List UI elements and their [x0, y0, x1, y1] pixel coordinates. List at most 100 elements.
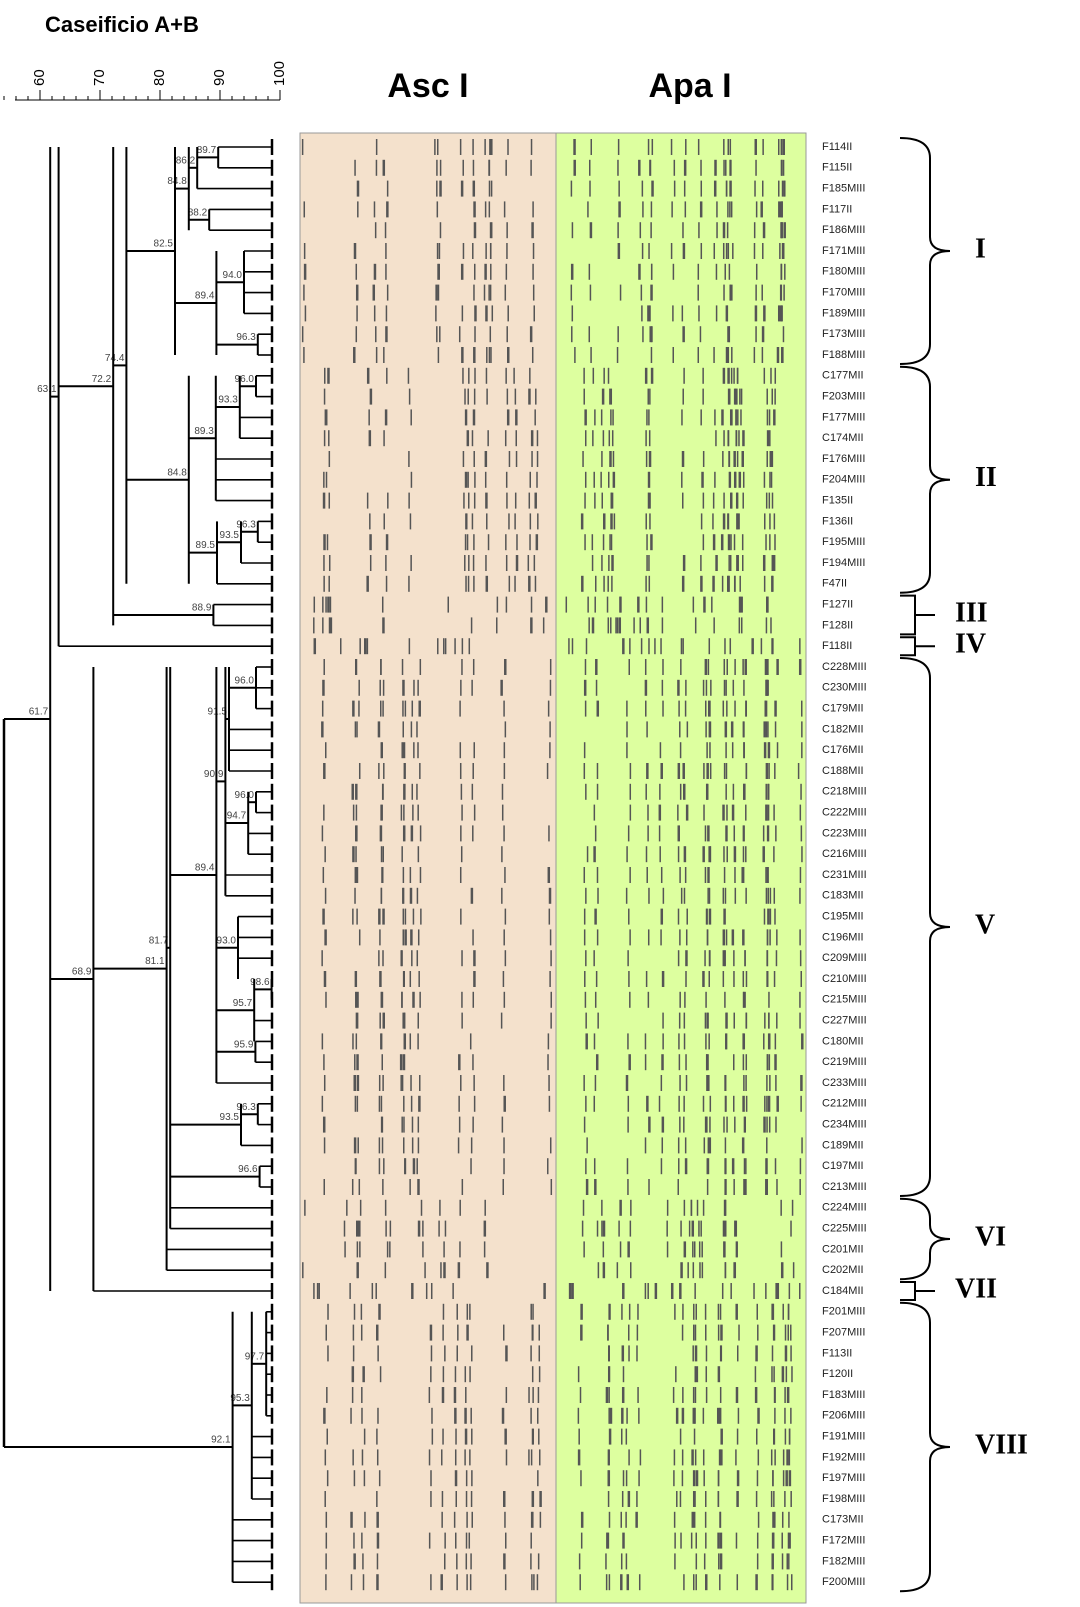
- cluster-label: I: [975, 233, 986, 264]
- node-label: 96.3: [236, 332, 256, 343]
- strain-label: C228MIII: [822, 661, 867, 673]
- strain-label: C177MII: [822, 370, 864, 382]
- strain-label: F195MIII: [822, 536, 865, 548]
- strain-label: F173MIII: [822, 328, 865, 340]
- strain-label: C184MII: [822, 1285, 864, 1297]
- node-label: 94.7: [227, 811, 247, 822]
- strain-label: F135II: [822, 495, 853, 507]
- node-label: 96.0: [235, 374, 255, 385]
- strain-label: C209MIII: [822, 952, 867, 964]
- node-label: 84.8: [167, 176, 187, 187]
- strain-label: F204MIII: [822, 474, 865, 486]
- column-header: Apa I: [648, 67, 731, 105]
- cluster-label: III: [955, 597, 988, 628]
- strain-label: C224MIII: [822, 1202, 867, 1214]
- node-label: 68.9: [72, 967, 92, 978]
- strain-label: C179MII: [822, 703, 864, 715]
- node-label: 95.7: [233, 998, 253, 1009]
- strain-label: F171MIII: [822, 245, 865, 257]
- strain-label: C210MIII: [822, 973, 867, 985]
- strain-label: F127II: [822, 599, 853, 611]
- node-label: 95.9: [234, 1039, 254, 1050]
- strain-label: F183MIII: [822, 1389, 865, 1401]
- cluster-brace: [900, 367, 950, 593]
- strain-label: F206MIII: [822, 1410, 865, 1422]
- strain-label: C215MIII: [822, 994, 867, 1006]
- cluster-brace: [900, 1303, 950, 1591]
- node-label: 74.4: [105, 353, 125, 364]
- title: Caseificio A+B: [45, 12, 199, 37]
- node-label: 72.2: [92, 374, 112, 385]
- strain-label: C174MII: [822, 432, 864, 444]
- strain-label: C227MIII: [822, 1015, 867, 1027]
- strain-label: F207MIII: [822, 1327, 865, 1339]
- cluster-bracket: [900, 637, 935, 655]
- node-label: 89.4: [195, 291, 215, 302]
- cluster-label: VIII: [975, 1429, 1028, 1460]
- node-label: 93.5: [220, 530, 240, 541]
- strain-label: F188MIII: [822, 349, 865, 361]
- cluster-label: VII: [955, 1273, 997, 1304]
- strain-label: C233MIII: [822, 1077, 867, 1089]
- strain-label: F185MIII: [822, 183, 865, 195]
- node-label: 96.3: [236, 1102, 256, 1113]
- node-label: 89.3: [194, 426, 214, 437]
- strain-label: C225MIII: [822, 1223, 867, 1235]
- strain-label: F114II: [822, 141, 852, 153]
- strain-label: C231MIII: [822, 869, 867, 881]
- node-label: 98.6: [250, 977, 270, 988]
- strain-label: F118II: [822, 640, 852, 652]
- node-label: 63.1: [37, 384, 57, 395]
- strain-label: F201MIII: [822, 1306, 865, 1318]
- cluster-bracket: [900, 596, 935, 635]
- strain-label: C176MII: [822, 744, 864, 756]
- node-label: 86.2: [176, 155, 196, 166]
- node-label: 93.5: [220, 1112, 240, 1123]
- strain-label: F115II: [822, 162, 852, 174]
- cluster-brace: [900, 658, 950, 1196]
- node-label: 61.7: [29, 707, 49, 718]
- node-label: 97.7: [245, 1351, 265, 1362]
- strain-label: C230MIII: [822, 682, 867, 694]
- strain-label: F192MIII: [822, 1451, 865, 1463]
- strain-label: F176MIII: [822, 453, 865, 465]
- node-label: 93.0: [217, 935, 237, 946]
- node-label: 88.9: [192, 603, 212, 614]
- strain-label: C223MIII: [822, 827, 867, 839]
- strain-label: C222MIII: [822, 807, 867, 819]
- strain-label: C189MII: [822, 1139, 864, 1151]
- strain-label: F128II: [822, 619, 853, 631]
- strain-label: F180MIII: [822, 266, 865, 278]
- strain-label: C201MII: [822, 1243, 864, 1255]
- strain-label: C180MII: [822, 1035, 864, 1047]
- strain-label: C219MIII: [822, 1056, 867, 1068]
- cluster-label: V: [975, 909, 995, 940]
- node-label: 96.0: [235, 790, 255, 801]
- node-label: 84.8: [167, 467, 187, 478]
- scale-tick-label: 100: [271, 61, 288, 86]
- strain-label: C195MII: [822, 911, 864, 923]
- strain-label: C196MII: [822, 931, 864, 943]
- node-label: 89.4: [195, 863, 215, 874]
- scale-tick-label: 80: [151, 69, 168, 86]
- strain-label: C216MIII: [822, 848, 867, 860]
- cluster-label: IV: [955, 629, 986, 660]
- node-label: 92.1: [211, 1435, 231, 1446]
- scale-tick-label: 90: [211, 69, 228, 86]
- strain-label: C173MII: [822, 1514, 864, 1526]
- figure: Caseificio A+B Asc I Apa I 60708090100F1…: [0, 0, 1080, 1607]
- node-label: 90.9: [204, 769, 224, 780]
- node-label: 88.2: [188, 207, 208, 218]
- node-label: 96.3: [236, 519, 256, 530]
- cluster-label: VI: [975, 1221, 1006, 1252]
- strain-label: C202MII: [822, 1264, 864, 1276]
- strain-label: F191MIII: [822, 1431, 865, 1443]
- strain-label: C218MIII: [822, 786, 867, 798]
- strain-label: F182MIII: [822, 1555, 865, 1567]
- node-label: 96.6: [238, 1164, 258, 1175]
- strain-label: F120II: [822, 1368, 853, 1380]
- strain-label: C213MIII: [822, 1181, 867, 1193]
- cluster-brace: [900, 138, 950, 364]
- scale-tick-label: 70: [91, 69, 108, 86]
- strain-label: C182MII: [822, 723, 864, 735]
